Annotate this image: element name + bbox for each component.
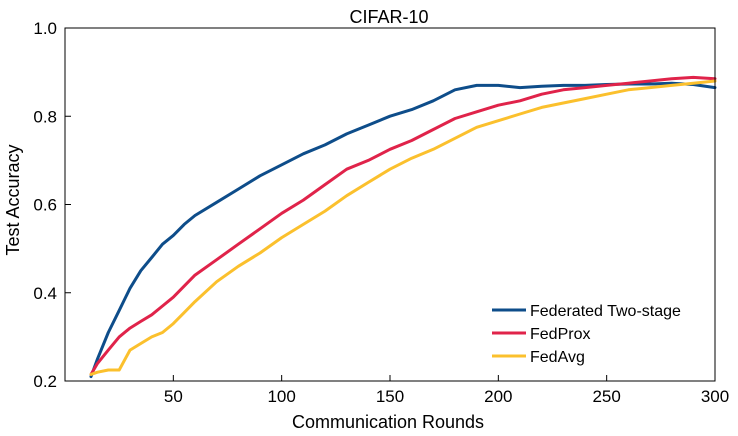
plot-frame bbox=[64, 27, 716, 382]
y-tick-label: 0.2 bbox=[33, 372, 57, 391]
y-tick-label: 0.8 bbox=[33, 107, 57, 126]
x-tick-label: 300 bbox=[701, 387, 729, 406]
y-tick-label: 1.0 bbox=[33, 19, 57, 38]
x-axis-ticks: 50 100 150 200 250 300 bbox=[164, 375, 729, 406]
y-tick-label: 0.4 bbox=[33, 284, 57, 303]
legend-label: Federated Two-stage bbox=[530, 303, 681, 320]
series-line-1 bbox=[89, 75, 717, 376]
series-line-0 bbox=[89, 81, 717, 379]
series-line-2 bbox=[89, 79, 717, 376]
series-group bbox=[89, 75, 717, 379]
legend-label: FedProx bbox=[530, 326, 590, 343]
y-axis-ticks: 0.2 0.4 0.6 0.8 1.0 bbox=[33, 19, 71, 391]
x-tick-label: 250 bbox=[592, 387, 620, 406]
legend: Federated Two-stage FedProx FedAvg bbox=[492, 303, 681, 366]
y-tick-label: 0.6 bbox=[33, 196, 57, 215]
x-axis-title: Communication Rounds bbox=[292, 412, 484, 432]
legend-label: FedAvg bbox=[530, 349, 585, 366]
y-axis-title: Test Accuracy bbox=[3, 144, 23, 255]
chart-title: CIFAR-10 bbox=[349, 7, 428, 27]
x-tick-label: 150 bbox=[376, 387, 404, 406]
x-tick-label: 50 bbox=[164, 387, 183, 406]
x-tick-label: 200 bbox=[484, 387, 512, 406]
x-tick-label: 100 bbox=[267, 387, 295, 406]
